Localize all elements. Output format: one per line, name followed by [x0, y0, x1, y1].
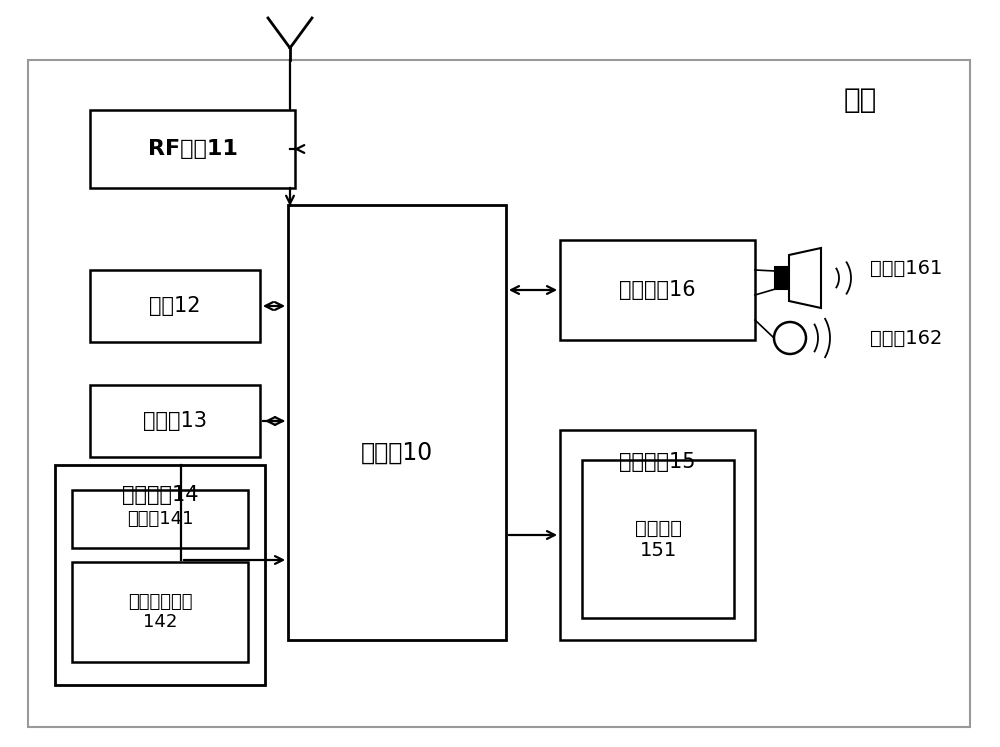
Bar [55, 465, 265, 685]
Bar [775, 267, 789, 289]
Text: 麦克风162: 麦克风162 [870, 329, 942, 347]
Bar [72, 490, 248, 548]
Text: 存储器13: 存储器13 [143, 411, 207, 431]
Bar [560, 430, 755, 640]
Text: 显示单元15: 显示单元15 [619, 452, 696, 472]
Bar [90, 385, 260, 457]
Polygon shape [789, 248, 821, 308]
Text: 电源12: 电源12 [149, 296, 201, 316]
Text: RF电路11: RF电路11 [148, 139, 237, 159]
Text: 显示面板
151: 显示面板 151 [635, 518, 682, 560]
Text: 音频电路16: 音频电路16 [619, 280, 696, 300]
Text: 其他输入设备
142: 其他输入设备 142 [128, 592, 192, 631]
Bar [582, 460, 734, 618]
Bar [28, 60, 970, 727]
Text: 触摸屏141: 触摸屏141 [127, 510, 193, 528]
Bar [560, 240, 755, 340]
Bar [90, 270, 260, 342]
Bar [72, 562, 248, 662]
Text: 手机: 手机 [843, 86, 877, 114]
Text: 处理器10: 处理器10 [361, 441, 433, 465]
Bar [288, 205, 506, 640]
Bar [90, 110, 295, 188]
Text: 输入单元14: 输入单元14 [122, 485, 198, 505]
Text: 扬声器161: 扬声器161 [870, 258, 942, 277]
